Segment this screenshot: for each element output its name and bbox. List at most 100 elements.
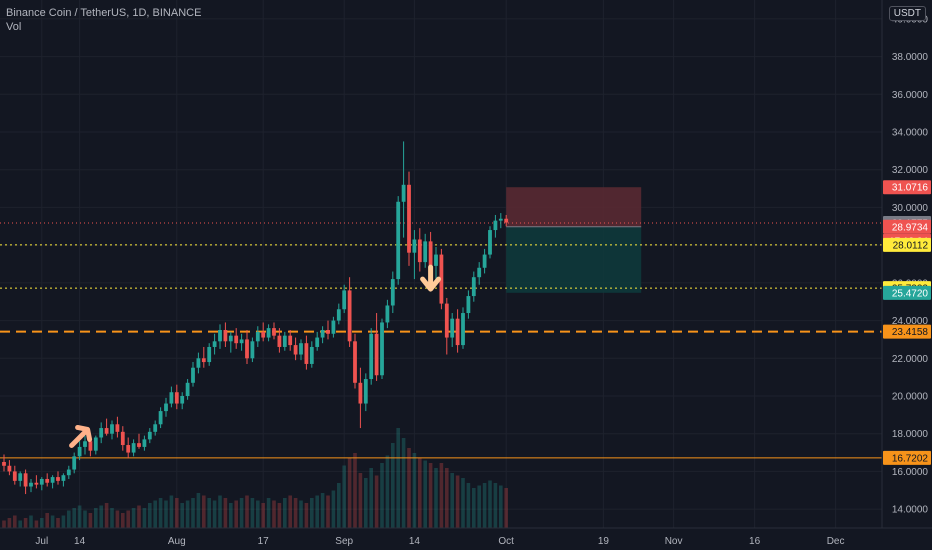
candle-body <box>266 328 271 338</box>
volume-bar <box>299 500 303 528</box>
volume-bar <box>434 468 438 528</box>
volume-bar <box>88 513 93 528</box>
candle-body <box>61 475 66 481</box>
volume-bar <box>277 503 282 528</box>
candle-body <box>261 331 266 338</box>
candle-body <box>417 239 422 263</box>
volume-bar <box>202 495 206 528</box>
y-tick-label: 30.0000 <box>892 203 929 214</box>
volume-bar <box>34 520 39 528</box>
candle-body <box>126 445 131 453</box>
candle-body <box>212 341 217 347</box>
volume-bar <box>455 475 460 528</box>
candle-body <box>385 305 390 323</box>
volume-bar <box>385 455 390 528</box>
volume-bar <box>288 495 292 528</box>
volume-bar <box>256 500 260 528</box>
down-arrow-icon[interactable] <box>420 264 442 292</box>
symbol-title: Binance Coin / TetherUS, 1D, BINANCE <box>6 7 202 19</box>
candle-body <box>45 478 50 483</box>
volume-bar <box>191 498 195 528</box>
candle-body <box>72 456 77 470</box>
volume-bar <box>104 503 109 528</box>
volume-bar <box>2 520 6 528</box>
candle-body <box>2 462 6 466</box>
volume-bar <box>99 505 103 528</box>
candle-body <box>223 330 228 342</box>
stop-loss-zone[interactable] <box>506 187 642 227</box>
y-tick-label: 16.0000 <box>892 467 929 478</box>
volume-indicator-label[interactable]: Vol <box>6 21 22 33</box>
volume-bar <box>326 495 330 528</box>
candle-body <box>180 396 185 404</box>
candle-body <box>331 320 336 334</box>
candle-body <box>482 254 487 268</box>
candle-body <box>461 313 465 346</box>
candle-body <box>147 431 152 440</box>
take-profit-zone[interactable] <box>506 226 642 293</box>
candle-body <box>358 382 363 404</box>
volume-bar <box>158 498 163 528</box>
time-scale[interactable] <box>0 528 882 550</box>
candle-body <box>39 478 44 485</box>
volume-bar <box>439 463 444 528</box>
candle-body <box>29 482 33 487</box>
x-tick-label: 14 <box>409 536 421 547</box>
candle-body <box>309 346 314 364</box>
candle-body <box>439 254 444 304</box>
volume-bar <box>401 438 406 528</box>
volume-bar <box>169 495 174 528</box>
volume-bar <box>126 510 130 528</box>
volume-bar <box>472 488 476 528</box>
candle-body <box>342 290 347 310</box>
candle-body <box>326 330 330 334</box>
line-price-badge: 16.7202 <box>892 453 929 464</box>
volume-bar <box>234 500 238 528</box>
volume-bar <box>364 478 368 528</box>
volume-bar <box>358 473 363 528</box>
entry-price-badge: 28.9734 <box>892 222 929 233</box>
currency-button[interactable]: USDT <box>888 6 926 21</box>
candle-body <box>493 220 498 231</box>
stop-price-badge-bg <box>883 180 931 195</box>
volume-bar <box>56 518 60 528</box>
candle-body <box>169 392 174 404</box>
x-tick-label: Sep <box>335 536 353 547</box>
up-arrow-icon[interactable] <box>69 424 93 448</box>
volume-bar <box>239 498 244 528</box>
candle-body <box>477 267 482 278</box>
line-price-badge-bg <box>883 237 931 252</box>
x-tick-label: 17 <box>258 536 270 547</box>
candle-body <box>455 318 460 346</box>
volume-bar <box>488 480 492 528</box>
candle-body <box>450 318 455 338</box>
candle-body <box>390 279 395 306</box>
candle-body <box>299 343 303 355</box>
volume-bar <box>380 463 384 528</box>
volume-bar <box>477 485 481 528</box>
volume-bar <box>212 500 217 528</box>
candle-body <box>282 335 287 347</box>
volume-bar <box>450 473 454 528</box>
volume-bar <box>185 500 190 528</box>
volume-bar <box>315 495 319 528</box>
volume-bar <box>110 508 114 528</box>
volume-bar <box>369 468 373 528</box>
volume-bar <box>72 508 76 528</box>
candle-body <box>185 382 190 396</box>
y-tick-label: 18.0000 <box>892 429 929 440</box>
candle-body <box>401 184 406 202</box>
volume-bar <box>499 485 503 528</box>
volume-bar <box>461 478 465 528</box>
volume-bar <box>304 503 309 528</box>
volume-bar <box>229 503 233 528</box>
candle-body <box>396 201 401 280</box>
volume-bar <box>29 515 33 528</box>
candle-body <box>23 473 28 487</box>
volume-bar <box>331 490 336 528</box>
candle-body <box>99 428 104 438</box>
candle-body <box>444 303 449 338</box>
stop-price-badge: 31.0716 <box>892 183 929 194</box>
